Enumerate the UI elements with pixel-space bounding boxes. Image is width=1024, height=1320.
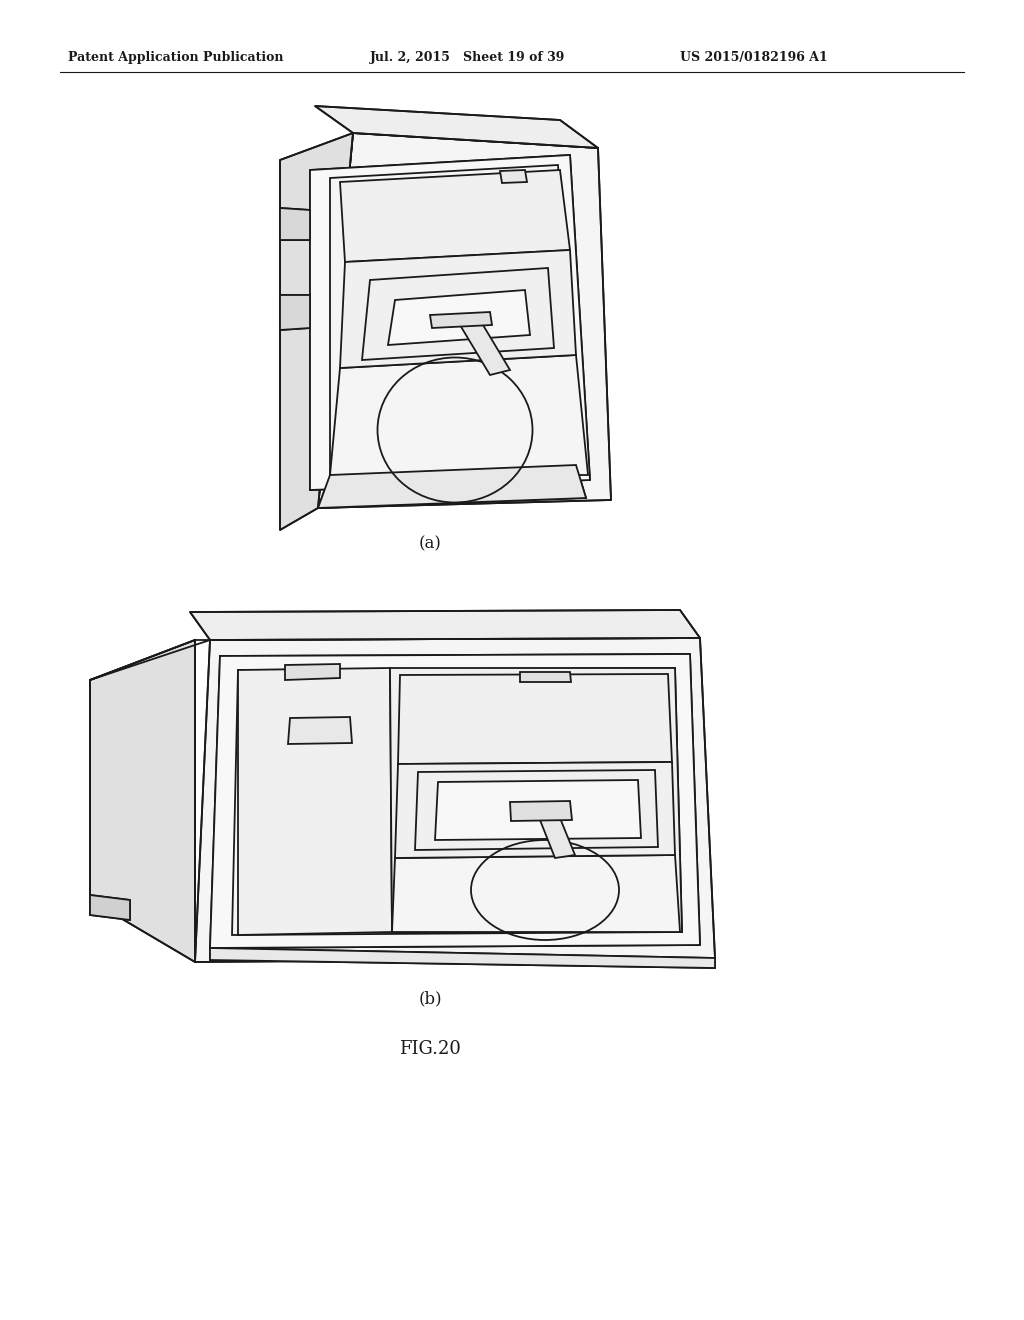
- Polygon shape: [510, 801, 572, 821]
- Text: FIG.20: FIG.20: [399, 1040, 461, 1059]
- Polygon shape: [315, 106, 598, 148]
- Polygon shape: [460, 319, 510, 375]
- Polygon shape: [430, 312, 492, 327]
- Polygon shape: [288, 717, 352, 744]
- Polygon shape: [330, 165, 575, 475]
- Text: Jul. 2, 2015   Sheet 19 of 39: Jul. 2, 2015 Sheet 19 of 39: [370, 51, 565, 65]
- Polygon shape: [318, 465, 586, 508]
- Polygon shape: [340, 249, 575, 368]
- Polygon shape: [238, 668, 392, 935]
- Polygon shape: [280, 294, 310, 330]
- Polygon shape: [540, 818, 575, 858]
- Text: Patent Application Publication: Patent Application Publication: [68, 51, 284, 65]
- Polygon shape: [280, 133, 353, 531]
- Polygon shape: [520, 672, 571, 682]
- Polygon shape: [388, 290, 530, 345]
- Polygon shape: [398, 675, 672, 764]
- Polygon shape: [318, 133, 611, 508]
- Polygon shape: [210, 948, 715, 968]
- Polygon shape: [415, 770, 658, 850]
- Polygon shape: [210, 653, 700, 948]
- Polygon shape: [190, 610, 700, 640]
- Polygon shape: [90, 640, 195, 962]
- Polygon shape: [392, 855, 680, 932]
- Polygon shape: [395, 762, 675, 858]
- Polygon shape: [330, 355, 588, 475]
- Polygon shape: [435, 780, 641, 840]
- Polygon shape: [90, 895, 130, 920]
- Text: (a): (a): [419, 535, 441, 552]
- Polygon shape: [362, 268, 554, 360]
- Polygon shape: [280, 209, 310, 240]
- Text: US 2015/0182196 A1: US 2015/0182196 A1: [680, 51, 827, 65]
- Polygon shape: [232, 668, 682, 935]
- Polygon shape: [310, 154, 590, 490]
- Polygon shape: [500, 170, 527, 183]
- Polygon shape: [340, 170, 570, 261]
- Text: (b): (b): [418, 990, 441, 1007]
- Polygon shape: [390, 668, 682, 932]
- Polygon shape: [285, 664, 340, 680]
- Polygon shape: [195, 638, 715, 962]
